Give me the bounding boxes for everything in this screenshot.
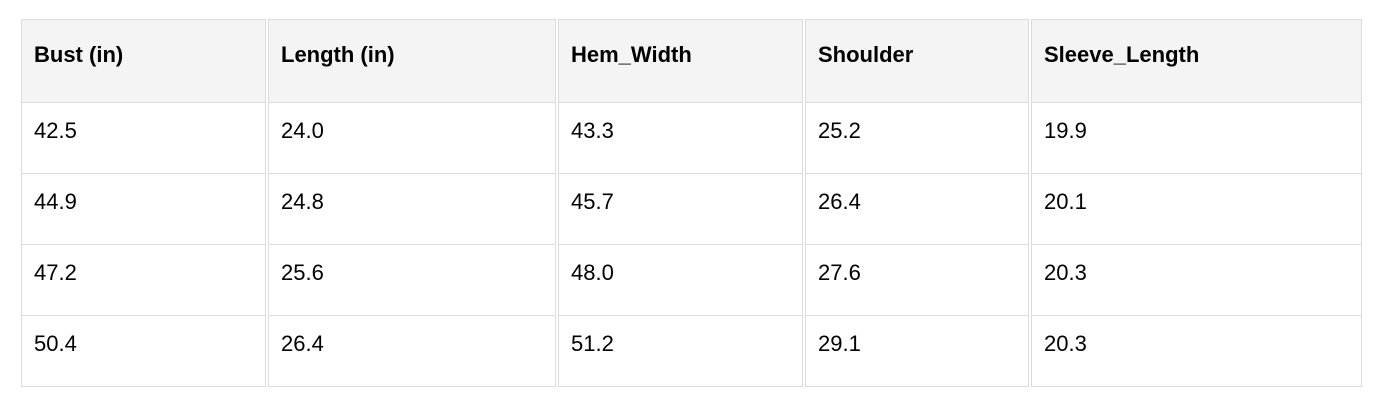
cell-hem-width: 43.3 [558, 103, 803, 174]
cell-shoulder: 29.1 [805, 316, 1029, 387]
cell-hem-width: 48.0 [558, 245, 803, 316]
header-bust: Bust (in) [21, 19, 266, 103]
cell-length: 26.4 [268, 316, 556, 387]
cell-sleeve-length: 20.1 [1031, 174, 1362, 245]
cell-bust: 44.9 [21, 174, 266, 245]
cell-bust: 42.5 [21, 103, 266, 174]
cell-shoulder: 27.6 [805, 245, 1029, 316]
cell-length: 25.6 [268, 245, 556, 316]
header-shoulder: Shoulder [805, 19, 1029, 103]
header-length: Length (in) [268, 19, 556, 103]
header-hem-width: Hem_Width [558, 19, 803, 103]
cell-shoulder: 26.4 [805, 174, 1029, 245]
cell-bust: 47.2 [21, 245, 266, 316]
table-row: 50.4 26.4 51.2 29.1 20.3 [21, 316, 1362, 387]
cell-shoulder: 25.2 [805, 103, 1029, 174]
cell-length: 24.8 [268, 174, 556, 245]
cell-hem-width: 45.7 [558, 174, 803, 245]
cell-hem-width: 51.2 [558, 316, 803, 387]
cell-length: 24.0 [268, 103, 556, 174]
cell-sleeve-length: 19.9 [1031, 103, 1362, 174]
measurements-table: Bust (in) Length (in) Hem_Width Shoulder… [19, 19, 1364, 387]
header-sleeve-length: Sleeve_Length [1031, 19, 1362, 103]
header-row: Bust (in) Length (in) Hem_Width Shoulder… [21, 19, 1362, 103]
table-row: 44.9 24.8 45.7 26.4 20.1 [21, 174, 1362, 245]
table-row: 42.5 24.0 43.3 25.2 19.9 [21, 103, 1362, 174]
table-row: 47.2 25.6 48.0 27.6 20.3 [21, 245, 1362, 316]
cell-bust: 50.4 [21, 316, 266, 387]
cell-sleeve-length: 20.3 [1031, 245, 1362, 316]
cell-sleeve-length: 20.3 [1031, 316, 1362, 387]
